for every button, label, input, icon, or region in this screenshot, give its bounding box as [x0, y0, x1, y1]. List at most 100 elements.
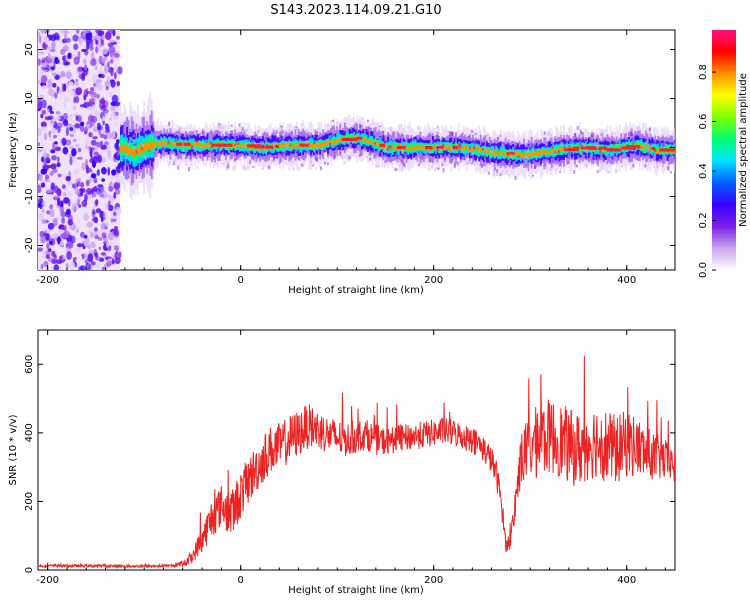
ridge-cell: [121, 146, 124, 153]
noise-blob: [77, 51, 81, 60]
ridge-speckle: [254, 158, 257, 163]
noise-blob: [56, 235, 61, 244]
noise-blob: [83, 238, 90, 247]
ridge-speckle: [417, 163, 420, 166]
spectrogram-ridge: [120, 91, 675, 200]
ridge-cell: [365, 138, 368, 143]
noise-blob: [79, 104, 87, 108]
noise-blob: [74, 246, 81, 254]
ridge-speckle: [447, 130, 450, 134]
ridge-speckle: [201, 131, 204, 134]
noise-blob: [79, 38, 82, 46]
noise-blob: [49, 210, 54, 217]
ridge-speckle: [339, 142, 341, 147]
ridge-cell: [293, 144, 295, 148]
ridge-cell: [311, 143, 314, 148]
ridge-cell: [146, 143, 149, 150]
ridge-speckle: [387, 147, 390, 152]
ridge-speckle: [218, 123, 221, 127]
ridge-speckle: [502, 141, 505, 144]
noise-blob: [52, 218, 58, 227]
ridge-speckle: [527, 166, 530, 170]
ridge-speckle: [296, 143, 299, 146]
noise-blob: [62, 112, 68, 121]
ridge-speckle: [471, 130, 474, 133]
ridge-speckle: [626, 144, 629, 147]
ridge-speckle: [480, 163, 483, 169]
ridge-speckle: [636, 153, 639, 156]
noise-blob: [87, 253, 94, 263]
noise-blob: [108, 231, 115, 241]
noise-blob: [44, 36, 50, 45]
ridge-speckle: [141, 143, 144, 148]
noise-blob: [113, 191, 117, 200]
noise-blob: [100, 150, 105, 155]
noise-blob: [56, 122, 64, 129]
noise-blob: [102, 116, 106, 122]
noise-blob: [71, 53, 78, 57]
ridge-cell: [432, 145, 434, 149]
ridge-speckle: [592, 156, 595, 159]
ridge-speckle: [312, 164, 315, 167]
noise-blob: [81, 72, 86, 82]
ridge-speckle: [218, 145, 221, 149]
noise-blob: [81, 162, 86, 171]
noise-blob: [102, 223, 109, 227]
ridge-speckle: [182, 142, 185, 147]
ridge-cell: [282, 143, 284, 147]
ridge-speckle: [455, 142, 458, 145]
ridge-speckle: [441, 163, 444, 166]
ridge-cell: [376, 141, 379, 146]
ridge-cell: [513, 151, 516, 155]
ridge-speckle: [529, 143, 532, 147]
noise-blob: [115, 188, 121, 195]
ridge-speckle: [378, 126, 381, 131]
ridge-cell: [152, 141, 155, 149]
ridge-cell: [283, 144, 286, 148]
ridge-speckle: [315, 166, 318, 170]
ridge-core: [580, 146, 596, 150]
ridge-speckle: [674, 159, 675, 164]
noise-blob: [81, 200, 87, 208]
ridge-speckle: [497, 142, 500, 146]
ridge-cell: [127, 147, 130, 156]
noise-blob: [38, 58, 41, 66]
noise-blob: [99, 210, 105, 219]
ridge-speckle: [456, 161, 459, 166]
ridge-cell: [655, 149, 658, 154]
y-tick-label: -20: [24, 237, 35, 253]
noise-blob: [72, 138, 77, 143]
noise-blob: [107, 200, 111, 209]
ridge-speckle: [482, 148, 485, 151]
ridge-core: [573, 146, 580, 150]
ridge-cell: [232, 143, 235, 149]
ridge-speckle: [230, 124, 233, 127]
noise-blob: [73, 169, 79, 175]
ridge-speckle: [595, 135, 598, 138]
ridge-speckle: [554, 151, 557, 154]
ridge-speckle: [195, 138, 198, 143]
noise-blob: [50, 163, 57, 170]
noise-blob: [103, 141, 109, 146]
ridge-cell: [501, 151, 504, 154]
ridge-speckle: [251, 139, 254, 144]
ridge-speckle: [208, 152, 211, 157]
ridge-speckle: [429, 151, 432, 154]
ridge-cell: [385, 144, 388, 149]
ridge-cell: [418, 145, 420, 149]
ridge-speckle: [130, 136, 133, 142]
ridge-speckle: [517, 162, 520, 166]
noise-blob: [74, 199, 79, 204]
noise-blob: [55, 74, 59, 81]
noise-blob: [54, 56, 59, 65]
ridge-speckle: [238, 123, 241, 127]
ridge-cell: [617, 143, 620, 151]
ridge-speckle: [499, 137, 502, 140]
ridge-speckle: [543, 140, 546, 144]
ridge-speckle: [125, 153, 128, 158]
ridge-cell: [535, 151, 538, 155]
noise-blob: [86, 221, 94, 228]
ridge-speckle: [604, 137, 606, 141]
noise-blob: [41, 219, 48, 224]
noise-blob: [107, 42, 114, 48]
